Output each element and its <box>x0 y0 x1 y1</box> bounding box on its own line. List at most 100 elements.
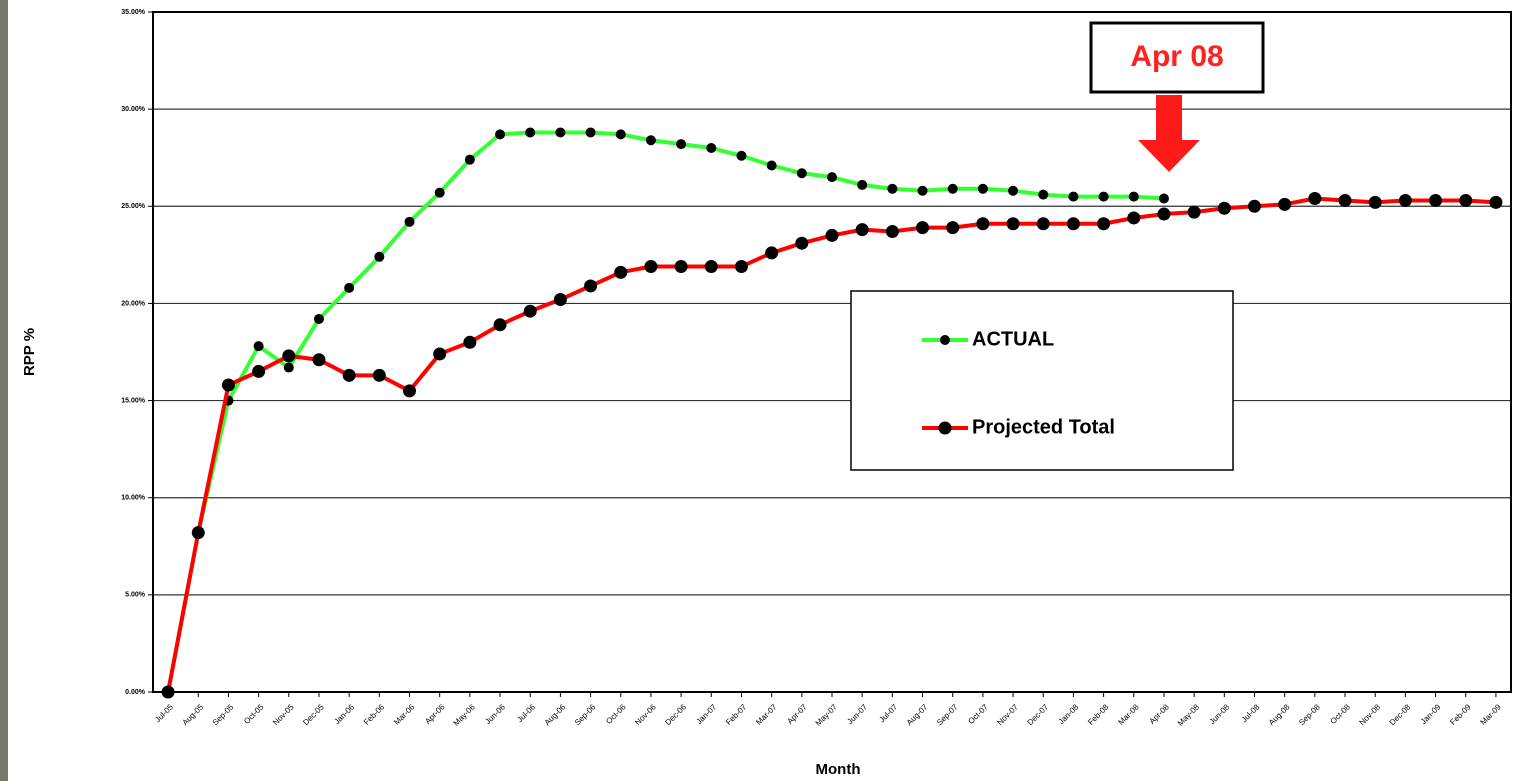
x-tick-label: Mar-08 <box>1116 702 1141 727</box>
x-tick-label: Nov-06 <box>633 702 658 727</box>
data-point <box>857 179 868 190</box>
x-tick-label: Jun-07 <box>845 702 869 726</box>
x-tick-label: Apr-07 <box>785 702 809 726</box>
data-point <box>1338 193 1352 207</box>
data-point <box>947 183 958 194</box>
y-tick-label: 0.00% <box>125 689 146 696</box>
data-point <box>615 129 626 140</box>
data-point <box>1247 199 1261 213</box>
annotation-arrow <box>1138 95 1200 172</box>
x-tick-label: Jul-05 <box>153 702 175 724</box>
data-point <box>976 217 990 231</box>
data-point <box>342 368 356 382</box>
data-point <box>464 154 475 165</box>
data-point <box>1368 195 1382 209</box>
x-tick-label: May-06 <box>452 702 478 728</box>
x-tick-label: Mar-06 <box>392 702 417 727</box>
legend-label: ACTUAL <box>972 328 1054 350</box>
data-point <box>282 349 296 363</box>
x-tick-label: Oct-06 <box>604 702 628 726</box>
plot-border <box>152 11 1512 693</box>
data-point <box>825 228 839 242</box>
data-point <box>734 260 748 274</box>
data-point <box>553 293 567 307</box>
data-point <box>1008 185 1019 196</box>
x-tick-label: May-08 <box>1176 702 1202 728</box>
x-tick-label: Nov-08 <box>1358 702 1383 727</box>
data-point <box>1098 191 1109 202</box>
x-tick-label: Mar-07 <box>754 702 779 727</box>
x-tick-label: Apr-06 <box>423 702 447 726</box>
x-tick-label: Mar-09 <box>1479 702 1504 727</box>
x-tick-label: Nov-07 <box>995 702 1020 727</box>
x-tick-label: Jan-07 <box>695 702 719 726</box>
x-tick-label: Jan-09 <box>1419 702 1443 726</box>
x-tick-label: Dec-05 <box>301 702 326 727</box>
y-tick-label: 25.00% <box>121 203 146 210</box>
y-tick-label: 5.00% <box>125 592 146 599</box>
x-tick-label: Jun-06 <box>483 702 507 726</box>
data-point <box>252 364 266 378</box>
x-tick-label: Dec-08 <box>1388 702 1413 727</box>
data-point <box>795 236 809 250</box>
x-tick-label: Feb-08 <box>1086 702 1111 727</box>
series-line <box>166 196 1497 693</box>
x-tick-label: Sep-07 <box>935 702 960 727</box>
data-point <box>885 225 899 239</box>
data-point <box>736 150 747 161</box>
x-axis-title: Month <box>816 761 861 778</box>
data-point <box>1068 191 1079 202</box>
data-point <box>495 129 506 140</box>
x-tick-label: May-07 <box>814 702 840 728</box>
x-tick-label: Dec-06 <box>663 702 688 727</box>
x-tick-label: Apr-08 <box>1148 702 1172 726</box>
x-tick-label: Sep-06 <box>573 702 598 727</box>
y-tick-label: 30.00% <box>121 106 146 113</box>
data-point <box>584 279 598 293</box>
data-point <box>1157 207 1171 221</box>
data-point <box>221 378 235 392</box>
series-line <box>166 130 1165 693</box>
x-tick-label: Jul-08 <box>1240 702 1262 724</box>
data-point <box>525 127 536 138</box>
data-point <box>644 260 658 274</box>
data-point <box>555 127 566 138</box>
plot-area: 0.00% 5.00% 10.00% 15.00% 20.00% 25.00% 30.00%… <box>121 9 1512 728</box>
x-tick-label: Aug-05 <box>181 702 206 727</box>
data-point <box>191 526 205 540</box>
data-point <box>404 216 415 227</box>
data-point <box>312 353 326 367</box>
x-tick-label: Nov-05 <box>271 702 296 727</box>
left-border <box>0 0 8 781</box>
data-point <box>1187 205 1201 219</box>
data-point <box>1158 193 1169 204</box>
data-point <box>1217 201 1231 215</box>
x-tick-label: Jul-07 <box>877 702 899 724</box>
data-point <box>1066 217 1080 231</box>
data-point <box>676 139 687 150</box>
legend-marker <box>938 421 952 435</box>
annotation-text: Apr 08 <box>1130 40 1223 73</box>
legend-label: Projected Total <box>972 416 1115 438</box>
x-tick-label: Dec-07 <box>1026 702 1051 727</box>
data-point <box>766 160 777 171</box>
x-tick-label: Aug-08 <box>1267 702 1292 727</box>
data-point <box>1097 217 1111 231</box>
x-tick-label: Aug-06 <box>543 702 568 727</box>
data-point <box>283 362 294 373</box>
data-point <box>523 304 537 318</box>
data-point <box>161 685 175 699</box>
data-point <box>434 187 445 198</box>
data-point <box>253 341 264 352</box>
x-tick-label: Oct-05 <box>242 702 266 726</box>
x-tick-label: Jan-06 <box>332 702 356 726</box>
data-point <box>946 221 960 235</box>
y-tick-label: 35.00% <box>121 9 146 16</box>
x-tick-label: Sep-08 <box>1297 702 1322 727</box>
data-point <box>1128 191 1139 202</box>
data-point <box>1459 193 1473 207</box>
y-tick-label: 10.00% <box>121 495 146 502</box>
data-point <box>1308 192 1322 206</box>
x-tick-label: Feb-06 <box>362 702 387 727</box>
